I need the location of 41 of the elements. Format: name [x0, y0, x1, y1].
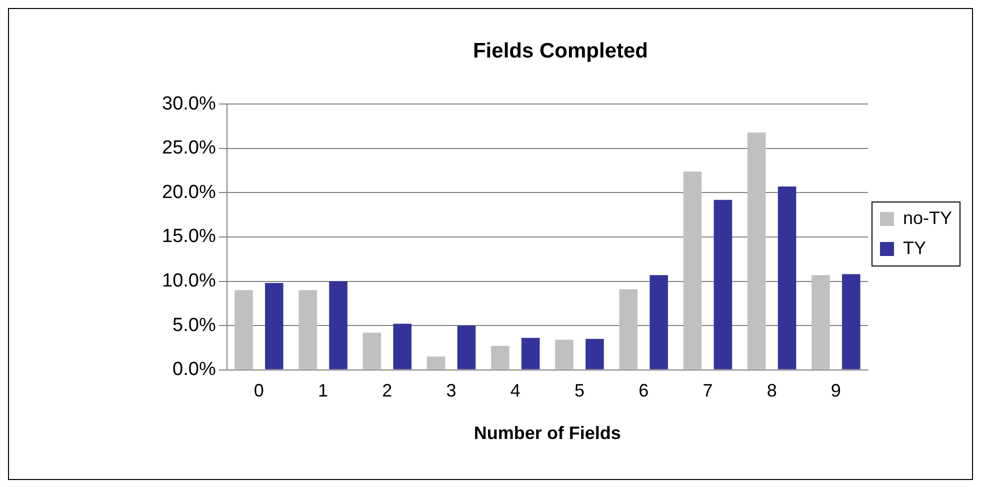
bar — [329, 281, 348, 370]
y-tick-label: 20.0% — [162, 182, 216, 203]
x-tick-label: 5 — [574, 380, 584, 401]
x-tick-label: 2 — [382, 380, 392, 401]
bar — [619, 289, 638, 370]
x-tick-label: 4 — [510, 380, 520, 401]
x-tick-label: 3 — [446, 380, 456, 401]
bar — [362, 332, 382, 370]
bar — [234, 290, 253, 370]
y-tick-label: 15.0% — [162, 226, 216, 248]
bar — [812, 275, 830, 370]
bar — [650, 275, 668, 370]
bar — [426, 356, 446, 370]
x-axis-title: Number of Fields — [474, 423, 621, 444]
bar — [714, 200, 732, 370]
bar — [521, 338, 540, 370]
bar — [457, 326, 476, 370]
bar — [683, 171, 702, 370]
x-tick-label: 7 — [702, 380, 713, 401]
y-tick-label: 30.0% — [162, 93, 216, 114]
x-tick-label: 0 — [254, 380, 264, 401]
bar — [393, 324, 412, 370]
x-tick-label: 8 — [766, 380, 777, 401]
bar — [265, 283, 284, 370]
x-tick-label: 9 — [830, 380, 841, 401]
y-tick-label: 10.0% — [162, 270, 216, 292]
bar — [778, 186, 796, 370]
x-tick-label: 1 — [318, 380, 328, 401]
y-tick-label: 0.0% — [172, 359, 216, 380]
legend-label: TY — [902, 238, 926, 258]
bar — [555, 340, 574, 370]
legend-label: no-TY — [902, 208, 952, 228]
y-tick-label: 25.0% — [162, 138, 216, 159]
bar — [298, 290, 317, 370]
bar — [747, 132, 766, 370]
bar — [491, 346, 510, 370]
chart-title: Fields Completed — [472, 39, 648, 62]
bar — [586, 338, 604, 370]
bar — [842, 274, 860, 370]
y-tick-label: 5.0% — [172, 314, 216, 336]
x-tick-label: 6 — [638, 380, 649, 401]
